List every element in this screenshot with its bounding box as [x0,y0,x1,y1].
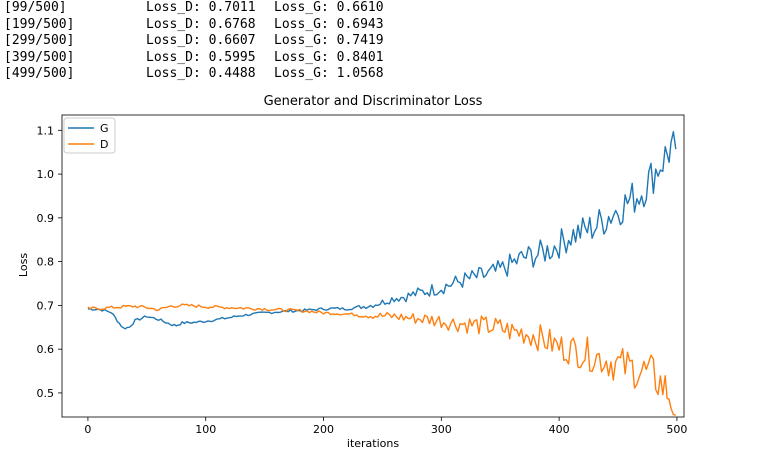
axis-ticks: 0 100 200 300 400 500 0.5 0.6 0.7 0.8 0.9 1.0 1.1 [37,124,688,436]
legend: G D [63,117,116,154]
legend-label-d: D [100,138,108,151]
log-line: [499/500] Loss_D: 0.4488 Loss_G: 1.0568 [4,66,424,83]
plot-frame [61,114,685,418]
log-iteration: [99/500] [4,0,67,15]
legend-label-g: G [100,122,109,135]
log-loss-d: Loss_D: 0.7011 [146,0,256,15]
series-line-g [87,131,677,330]
y-tick-label: 1.0 [37,168,55,181]
y-tick-label: 1.1 [37,124,55,137]
y-tick-label: 0.6 [37,343,55,356]
log-loss-d: Loss_D: 0.4488 [146,66,256,81]
log-loss-g: Loss_G: 0.6943 [274,16,384,32]
log-line: [299/500] Loss_D: 0.6607 Loss_G: 0.7419 [4,33,424,50]
x-tick-label: 0 [84,423,91,436]
series-line-d [87,303,676,416]
y-tick-label: 0.7 [37,299,55,312]
series-lines [87,131,677,416]
log-iteration: [399/500] [4,49,75,65]
x-tick-label: 200 [313,423,334,436]
log-loss-g: Loss_G: 0.8401 [274,49,384,65]
training-log: [99/500] Loss_D: 0.7011 Loss_G: 0.6610 [19… [4,0,424,83]
y-axis-label: Loss [17,253,30,277]
chart-title: Generator and Discriminator Loss [264,94,483,109]
log-loss-d: Loss_D: 0.5995 [146,49,256,65]
x-tick-label: 300 [431,423,452,436]
x-axis-label: iterations [347,437,399,450]
log-loss-d: Loss_D: 0.6768 [146,16,256,32]
y-tick-label: 0.8 [37,256,55,269]
log-loss-g: Loss_G: 0.7419 [274,33,384,48]
log-line: [199/500] Loss_D: 0.6768 Loss_G: 0.6943 [4,17,424,34]
x-tick-label: 500 [666,423,687,436]
log-loss-g: Loss_G: 0.6610 [274,0,384,15]
log-line: [399/500] Loss_D: 0.5995 Loss_G: 0.8401 [4,50,424,67]
x-tick-label: 400 [549,423,570,436]
log-line: [99/500] Loss_D: 0.7011 Loss_G: 0.6610 [4,0,424,17]
log-iteration: [299/500] [4,33,75,48]
log-loss-g: Loss_G: 1.0568 [274,66,384,81]
y-tick-label: 0.5 [37,387,55,400]
log-iteration: [499/500] [4,66,75,81]
x-tick-label: 100 [195,423,216,436]
y-tick-label: 0.9 [37,212,55,225]
log-iteration: [199/500] [4,16,75,32]
log-loss-d: Loss_D: 0.6607 [146,33,256,48]
